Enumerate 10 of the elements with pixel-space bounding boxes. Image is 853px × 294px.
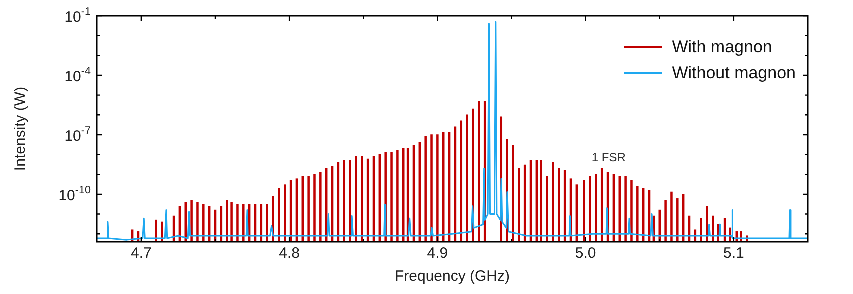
x-tick-label: 4.8: [279, 245, 300, 262]
x-tick-label: 4.9: [427, 245, 448, 262]
x-tick-label: 4.7: [131, 245, 152, 262]
x-axis-title: Frequency (GHz): [394, 268, 510, 286]
x-tick-label: 5.0: [575, 245, 596, 262]
x-tick-label: 5.1: [724, 245, 744, 262]
legend-label: Without magnon: [672, 64, 796, 83]
y-axis-title: Intensity (W): [12, 86, 30, 172]
annotation: 1 FSR: [592, 150, 626, 165]
legend-label: With magnon: [672, 38, 772, 57]
